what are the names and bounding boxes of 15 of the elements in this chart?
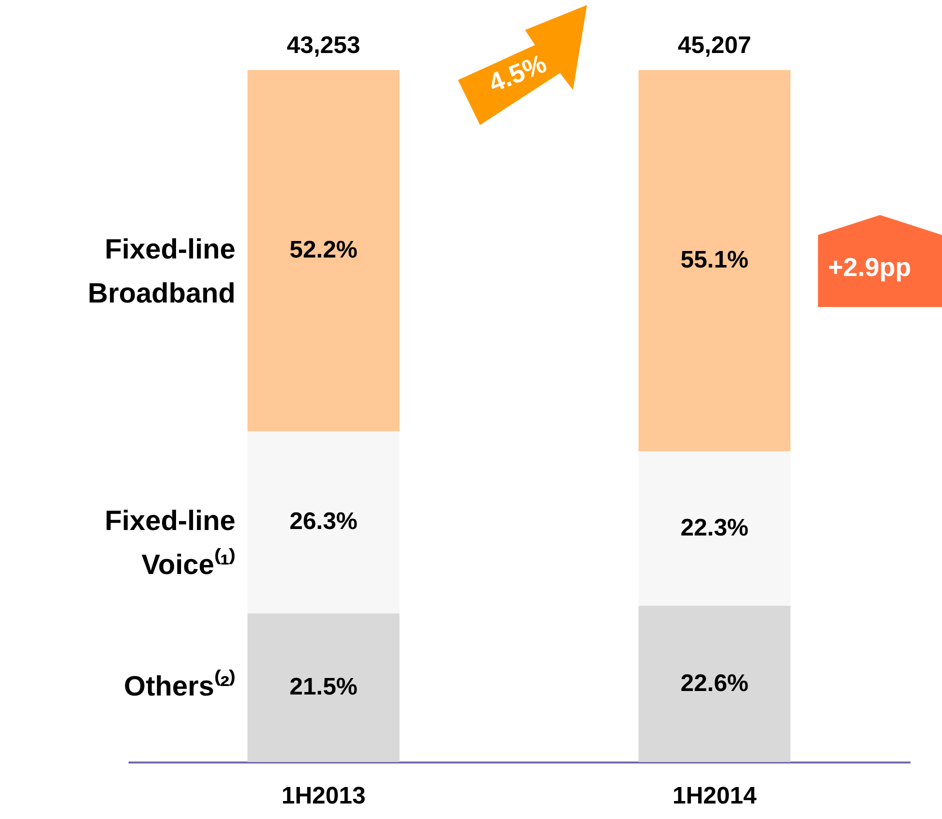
annotation: 4.5% (484, 48, 551, 99)
data-label: 52.2% (289, 236, 358, 264)
series-label: Others⁽²⁾ (124, 670, 236, 702)
annotation: 45,207 (678, 32, 752, 59)
data-label: 55.1% (680, 246, 749, 274)
annotation: +2.9pp (828, 252, 912, 283)
x-tick-label: 1H2013 (281, 782, 366, 810)
series-label: Fixed-line Voice⁽¹⁾ (104, 505, 236, 580)
series-label: Fixed-line Broadband (88, 234, 236, 309)
data-label: 22.3% (680, 514, 749, 542)
data-label: 21.5% (289, 674, 358, 701)
x-tick-label: 1H2014 (672, 782, 758, 810)
data-label: 26.3% (289, 508, 358, 536)
data-label: 22.6% (680, 670, 749, 697)
annotation: 43,253 (286, 32, 360, 59)
